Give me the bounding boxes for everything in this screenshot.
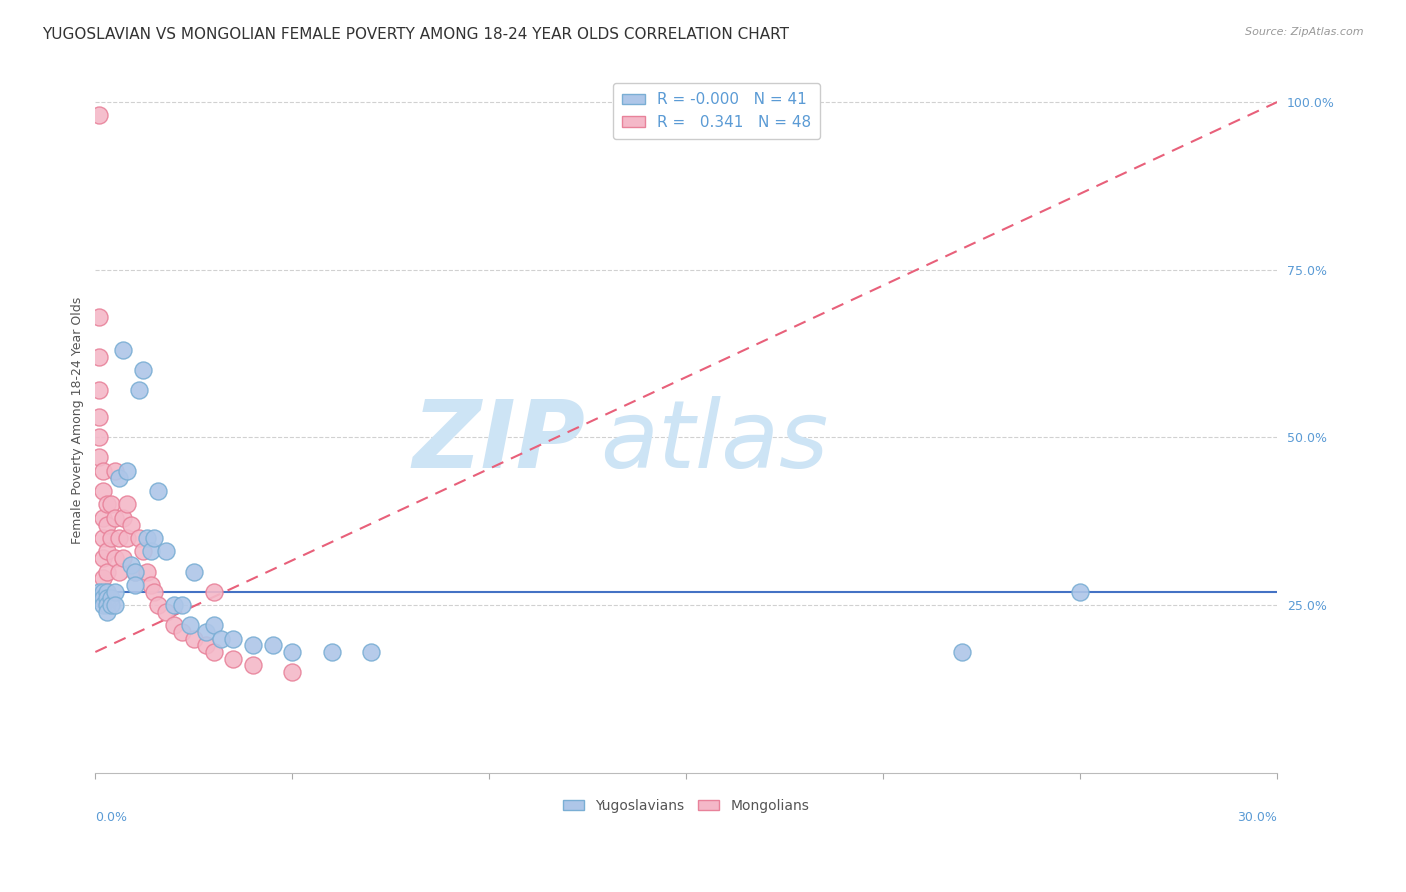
Point: [96, 517, 118, 532]
Point: [96, 565, 118, 579]
Point: [131, 544, 153, 558]
Legend: Yugoslavians, Mongolians: Yugoslavians, Mongolians: [558, 794, 814, 819]
Point: [104, 464, 127, 478]
Point: [170, 598, 193, 612]
Point: [135, 565, 157, 579]
Point: [128, 531, 150, 545]
Point: [96, 498, 118, 512]
Point: [120, 558, 142, 572]
Point: [143, 584, 166, 599]
Point: [111, 551, 134, 566]
Point: [281, 665, 304, 679]
Point: [96, 584, 118, 599]
Point: [96, 598, 118, 612]
Point: [96, 544, 118, 558]
Point: [89, 410, 111, 425]
Point: [108, 531, 131, 545]
Point: [89, 108, 111, 122]
Point: [183, 565, 205, 579]
Point: [222, 632, 245, 646]
Point: [321, 645, 343, 659]
Point: [91, 591, 114, 606]
Point: [148, 483, 170, 498]
Point: [100, 591, 122, 606]
Point: [89, 584, 111, 599]
Point: [89, 384, 111, 398]
Point: [89, 310, 111, 324]
Point: [170, 624, 193, 639]
Point: [242, 638, 264, 652]
Point: [360, 645, 382, 659]
Point: [148, 598, 170, 612]
Point: [1069, 584, 1091, 599]
Point: [202, 618, 225, 632]
Point: [91, 511, 114, 525]
Point: [100, 498, 122, 512]
Point: [115, 464, 138, 478]
Point: [89, 450, 111, 465]
Point: [124, 565, 146, 579]
Point: [131, 363, 153, 377]
Point: [91, 584, 114, 599]
Point: [163, 598, 186, 612]
Text: YUGOSLAVIAN VS MONGOLIAN FEMALE POVERTY AMONG 18-24 YEAR OLDS CORRELATION CHART: YUGOSLAVIAN VS MONGOLIAN FEMALE POVERTY …: [42, 27, 789, 42]
Point: [89, 430, 111, 444]
Text: atlas: atlas: [600, 396, 828, 487]
Point: [242, 658, 264, 673]
Point: [89, 591, 111, 606]
Point: [96, 605, 118, 619]
Point: [202, 584, 225, 599]
Point: [128, 384, 150, 398]
Point: [91, 464, 114, 478]
Point: [89, 350, 111, 364]
Text: Source: ZipAtlas.com: Source: ZipAtlas.com: [1246, 27, 1364, 37]
Point: [91, 483, 114, 498]
Point: [209, 632, 232, 646]
Point: [100, 598, 122, 612]
Text: 0.0%: 0.0%: [96, 812, 128, 824]
Point: [135, 531, 157, 545]
Point: [183, 632, 205, 646]
Point: [111, 343, 134, 358]
Point: [124, 565, 146, 579]
Point: [91, 591, 114, 606]
Point: [115, 531, 138, 545]
Point: [104, 551, 127, 566]
Point: [108, 470, 131, 484]
Point: [104, 511, 127, 525]
Point: [108, 565, 131, 579]
Point: [202, 645, 225, 659]
Y-axis label: Female Poverty Among 18-24 Year Olds: Female Poverty Among 18-24 Year Olds: [72, 297, 84, 544]
Point: [222, 651, 245, 665]
Point: [111, 511, 134, 525]
Point: [163, 618, 186, 632]
Point: [155, 605, 177, 619]
Point: [139, 544, 162, 558]
Point: [124, 578, 146, 592]
Point: [120, 517, 142, 532]
Point: [115, 498, 138, 512]
Point: [104, 584, 127, 599]
Point: [143, 531, 166, 545]
Point: [91, 531, 114, 545]
Text: ZIP: ZIP: [413, 396, 586, 488]
Point: [262, 638, 284, 652]
Point: [950, 645, 973, 659]
Text: 30.0%: 30.0%: [1237, 812, 1277, 824]
Point: [100, 531, 122, 545]
Point: [91, 598, 114, 612]
Point: [139, 578, 162, 592]
Point: [96, 584, 118, 599]
Point: [96, 591, 118, 606]
Point: [155, 544, 177, 558]
Point: [179, 618, 201, 632]
Point: [104, 598, 127, 612]
Point: [91, 551, 114, 566]
Point: [281, 645, 304, 659]
Point: [194, 638, 217, 652]
Point: [194, 624, 217, 639]
Point: [91, 571, 114, 585]
